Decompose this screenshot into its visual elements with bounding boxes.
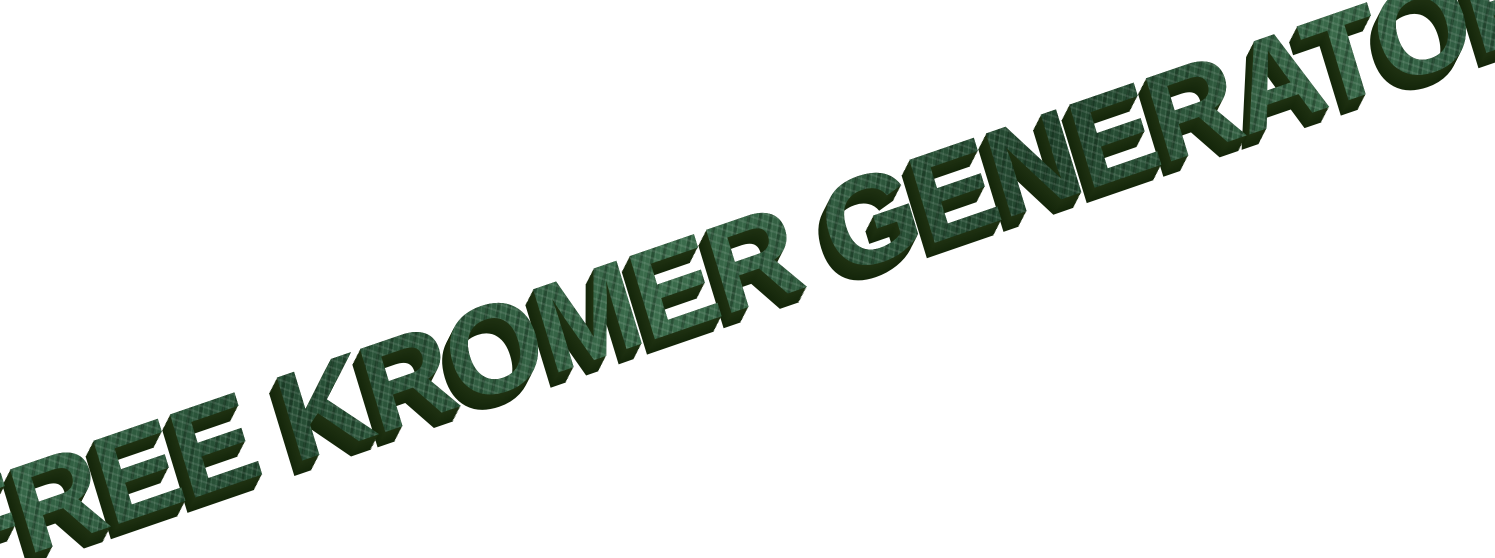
wordart-text: FREE KROMER GENERATOR [0,0,1495,558]
wordart-title: FREE KROMER GENERATOR FREE KROMER GENERA… [0,0,1495,558]
canvas: FREE KROMER GENERATOR FREE KROMER GENERA… [0,0,1495,558]
